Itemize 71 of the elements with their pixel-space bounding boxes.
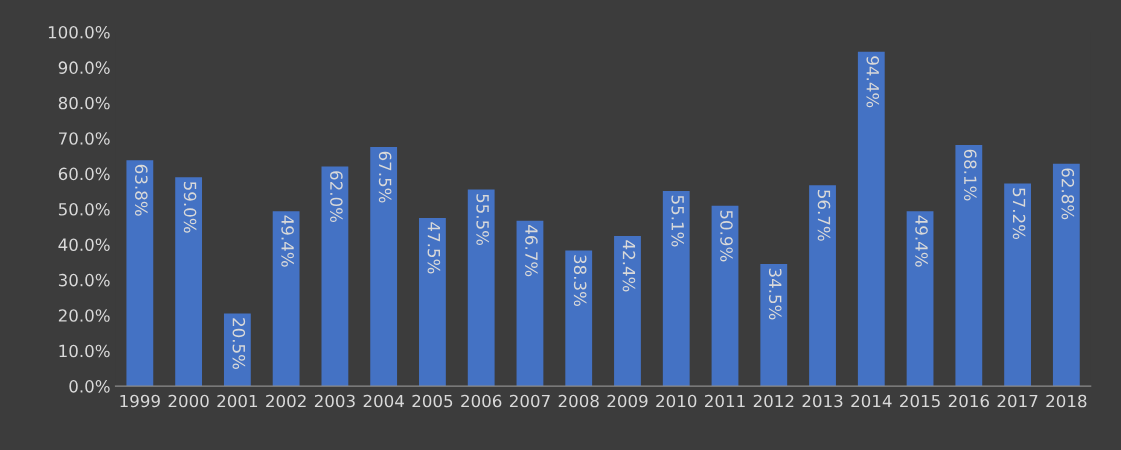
data-label: 34.5% — [768, 268, 782, 320]
bar — [419, 217, 446, 387]
data-label: 49.4% — [281, 215, 294, 267]
data-label: 49.4% — [915, 215, 928, 267]
bar — [126, 160, 154, 387]
data-label: 68.1% — [963, 149, 977, 201]
y-tick-label: 80.0% — [58, 96, 110, 110]
x-tick-label: 2012 — [753, 394, 794, 408]
x-tick-label: 1999 — [120, 394, 160, 408]
y-tick-label: 90.0% — [58, 61, 110, 74]
bar — [955, 144, 983, 387]
y-tick-label: 70.0% — [59, 132, 110, 145]
bar — [467, 189, 495, 387]
y-tick-label: 10.0% — [59, 344, 110, 358]
data-label: 63.8% — [135, 164, 148, 216]
bar — [711, 205, 739, 387]
bar — [565, 250, 593, 387]
data-label: 67.5% — [378, 151, 392, 203]
data-label: 55.5% — [476, 194, 489, 246]
data-label: 55.1% — [671, 195, 685, 247]
y-tick-label: 30.0% — [58, 273, 110, 287]
x-tick-label: 2010 — [656, 394, 697, 408]
y-tick-label: 60.0% — [58, 167, 110, 181]
y-tick-label: 50.0% — [58, 202, 110, 216]
x-tick-label: 2003 — [314, 394, 355, 408]
data-label: 20.5% — [232, 318, 246, 370]
x-tick-label: 2013 — [802, 394, 843, 408]
data-label: 46.7% — [525, 225, 538, 277]
bar — [614, 235, 641, 387]
bar — [662, 190, 690, 387]
x-tick-label: 2018 — [1046, 394, 1087, 408]
data-label: 62.8% — [1061, 168, 1075, 220]
x-tick-label: 2002 — [266, 394, 306, 408]
data-label: 38.3% — [573, 255, 587, 307]
bar — [516, 220, 544, 387]
x-tick-label: 2017 — [997, 394, 1038, 408]
x-tick-label: 2016 — [948, 394, 989, 408]
y-tick-label: 20.0% — [58, 309, 110, 322]
x-tick-label: 2008 — [558, 394, 599, 408]
data-label: 94.4% — [866, 56, 880, 108]
x-tick-label: 2005 — [412, 394, 453, 408]
data-label: 56.7% — [817, 190, 831, 241]
bar — [272, 211, 300, 387]
bar — [857, 51, 885, 387]
data-label: 57.2% — [1012, 188, 1026, 240]
bar — [321, 166, 349, 387]
bar — [1004, 183, 1031, 387]
bar — [223, 313, 251, 387]
x-tick-label: 2000 — [168, 394, 209, 408]
bar — [370, 147, 398, 387]
x-tick-label: 2006 — [461, 394, 502, 408]
y-tick-label: 40.0% — [58, 238, 110, 252]
bar — [906, 211, 934, 387]
y-tick-label: 0.0% — [69, 380, 110, 393]
bar — [809, 185, 836, 387]
data-label: 62.0% — [330, 171, 343, 223]
bar — [175, 177, 203, 387]
data-label: 50.9% — [720, 210, 733, 262]
bar — [760, 263, 788, 387]
x-tick-label: 2004 — [363, 394, 404, 408]
x-tick-label: 2009 — [607, 394, 648, 408]
x-tick-label: 2007 — [509, 394, 550, 408]
x-tick-label: 2001 — [217, 394, 258, 408]
x-tick-label: 2011 — [705, 394, 745, 408]
data-label: 59.0% — [183, 181, 197, 233]
y-tick-label: 100.0% — [48, 25, 110, 39]
x-tick-label: 2014 — [851, 394, 892, 408]
x-tick-label: 2015 — [900, 394, 940, 408]
data-label: 47.5% — [427, 222, 441, 274]
data-label: 42.4% — [622, 240, 636, 292]
bar — [1052, 163, 1080, 387]
